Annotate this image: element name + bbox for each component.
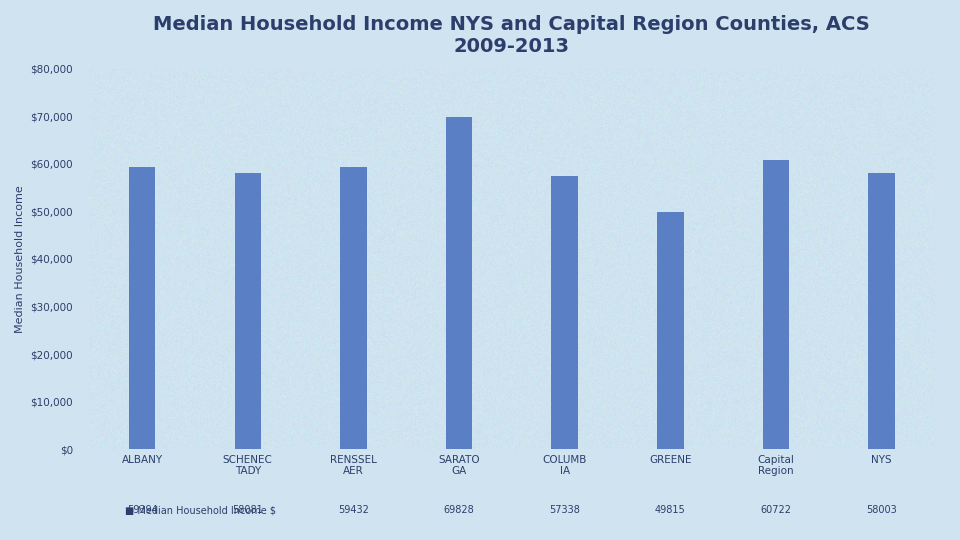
- Bar: [869, 173, 895, 449]
- Y-axis label: Median Household Income: Median Household Income: [15, 185, 25, 333]
- Bar: [445, 117, 472, 449]
- Text: 58003: 58003: [866, 505, 897, 515]
- Text: 49815: 49815: [655, 505, 685, 515]
- Text: 69828: 69828: [444, 505, 474, 515]
- Text: 58081: 58081: [232, 505, 263, 515]
- Bar: [551, 177, 578, 449]
- Text: 57338: 57338: [549, 505, 580, 515]
- Bar: [129, 167, 156, 449]
- Text: 59394: 59394: [127, 505, 157, 515]
- Bar: [658, 212, 684, 449]
- Bar: [340, 166, 367, 449]
- Text: 60722: 60722: [760, 505, 791, 515]
- Text: 59432: 59432: [338, 505, 369, 515]
- Bar: [234, 173, 261, 449]
- Bar: [763, 160, 789, 449]
- Text: ■ Median Household Income $: ■ Median Household Income $: [125, 505, 276, 515]
- Title: Median Household Income NYS and Capital Region Counties, ACS
2009-2013: Median Household Income NYS and Capital …: [154, 15, 871, 56]
